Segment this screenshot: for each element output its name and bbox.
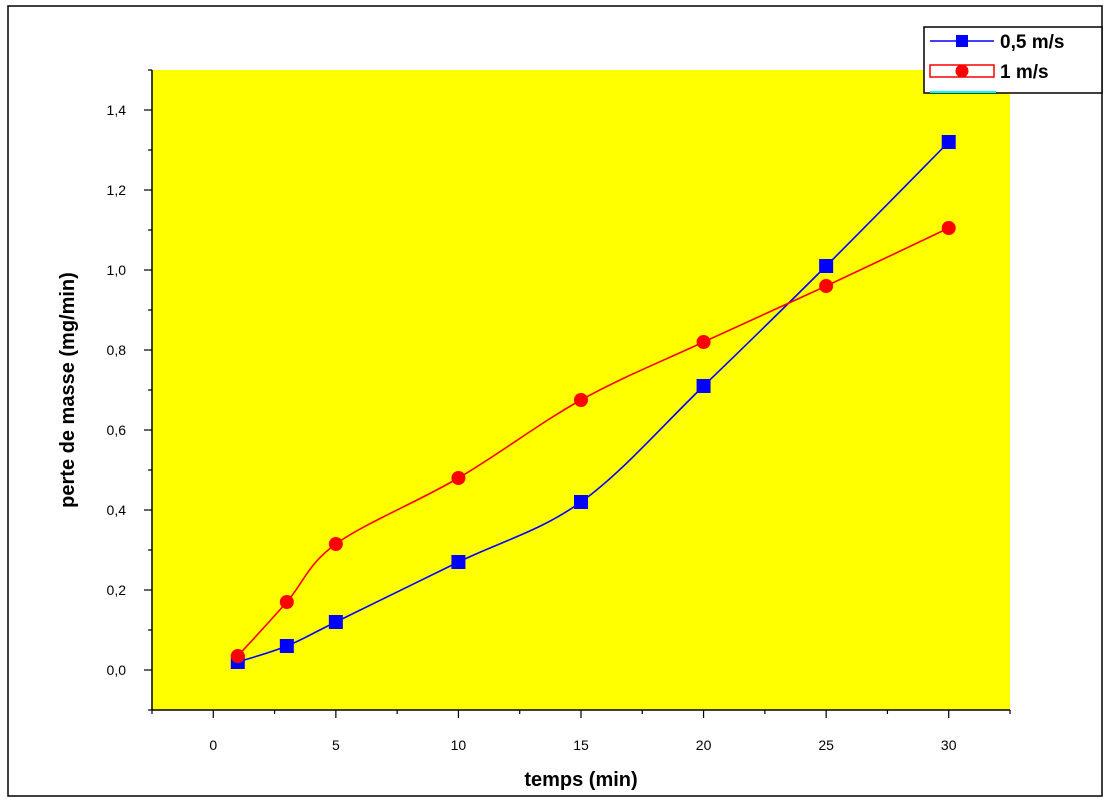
y-tick-label: 1,4 <box>107 102 127 118</box>
y-tick-label: 1,2 <box>107 182 127 198</box>
x-tick-label: 5 <box>332 737 340 753</box>
legend-marker-circle <box>955 64 969 78</box>
series-1 <box>230 221 956 663</box>
x-tick-label: 0 <box>209 737 217 753</box>
series-0 <box>230 135 956 669</box>
data-point-circle <box>328 537 343 551</box>
data-point-square <box>279 639 294 653</box>
y-axis-title: perte de masse (mg/min) <box>57 272 79 508</box>
data-point-circle <box>819 279 834 293</box>
legend-box <box>923 26 1103 94</box>
series-layer <box>230 135 956 669</box>
figure-border <box>7 5 1103 797</box>
data-point-square <box>819 259 834 273</box>
data-point-circle <box>451 471 466 485</box>
y-tick-label: 0,2 <box>107 582 127 598</box>
data-point-square <box>941 135 956 149</box>
data-point-circle <box>574 393 588 407</box>
y-tick-label: 0,6 <box>107 422 127 438</box>
x-tick-label: 15 <box>573 737 589 753</box>
data-point-circle <box>696 335 711 349</box>
plot-area <box>152 70 1010 710</box>
legend-label-1: 1 m/s <box>1000 62 1049 83</box>
x-axis-title: temps (min) <box>524 769 637 791</box>
data-point-circle <box>230 649 245 663</box>
data-point-circle <box>941 221 956 235</box>
data-point-square <box>696 379 711 393</box>
data-point-square <box>328 615 343 629</box>
y-tick-label: 1,0 <box>107 262 127 278</box>
legend-entry-1: 1 m/s <box>929 62 1049 83</box>
y-tick-label: 0,8 <box>107 342 127 358</box>
axes-layer: 0 5 10 15 20 25 30 0,0 0,2 0,4 0,6 0,8 1,0 1,2 1,4 <box>107 69 1011 753</box>
x-tick-label: 25 <box>818 737 834 753</box>
y-tick-label: 0,0 <box>107 662 127 678</box>
data-point-square <box>574 495 588 509</box>
legend-label-0: 0,5 m/s <box>1000 32 1064 53</box>
legend: 0,5 m/s 1 m/s <box>923 26 1103 94</box>
data-point-square <box>451 555 466 569</box>
x-tick-label: 30 <box>941 737 957 753</box>
x-tick-label: 10 <box>451 737 467 753</box>
legend-entry-0: 0,5 m/s <box>930 32 1064 53</box>
y-tick-label: 0,4 <box>107 502 127 518</box>
legend-marker-square <box>956 35 968 47</box>
x-tick-label: 20 <box>696 737 712 753</box>
data-point-circle <box>279 595 294 609</box>
